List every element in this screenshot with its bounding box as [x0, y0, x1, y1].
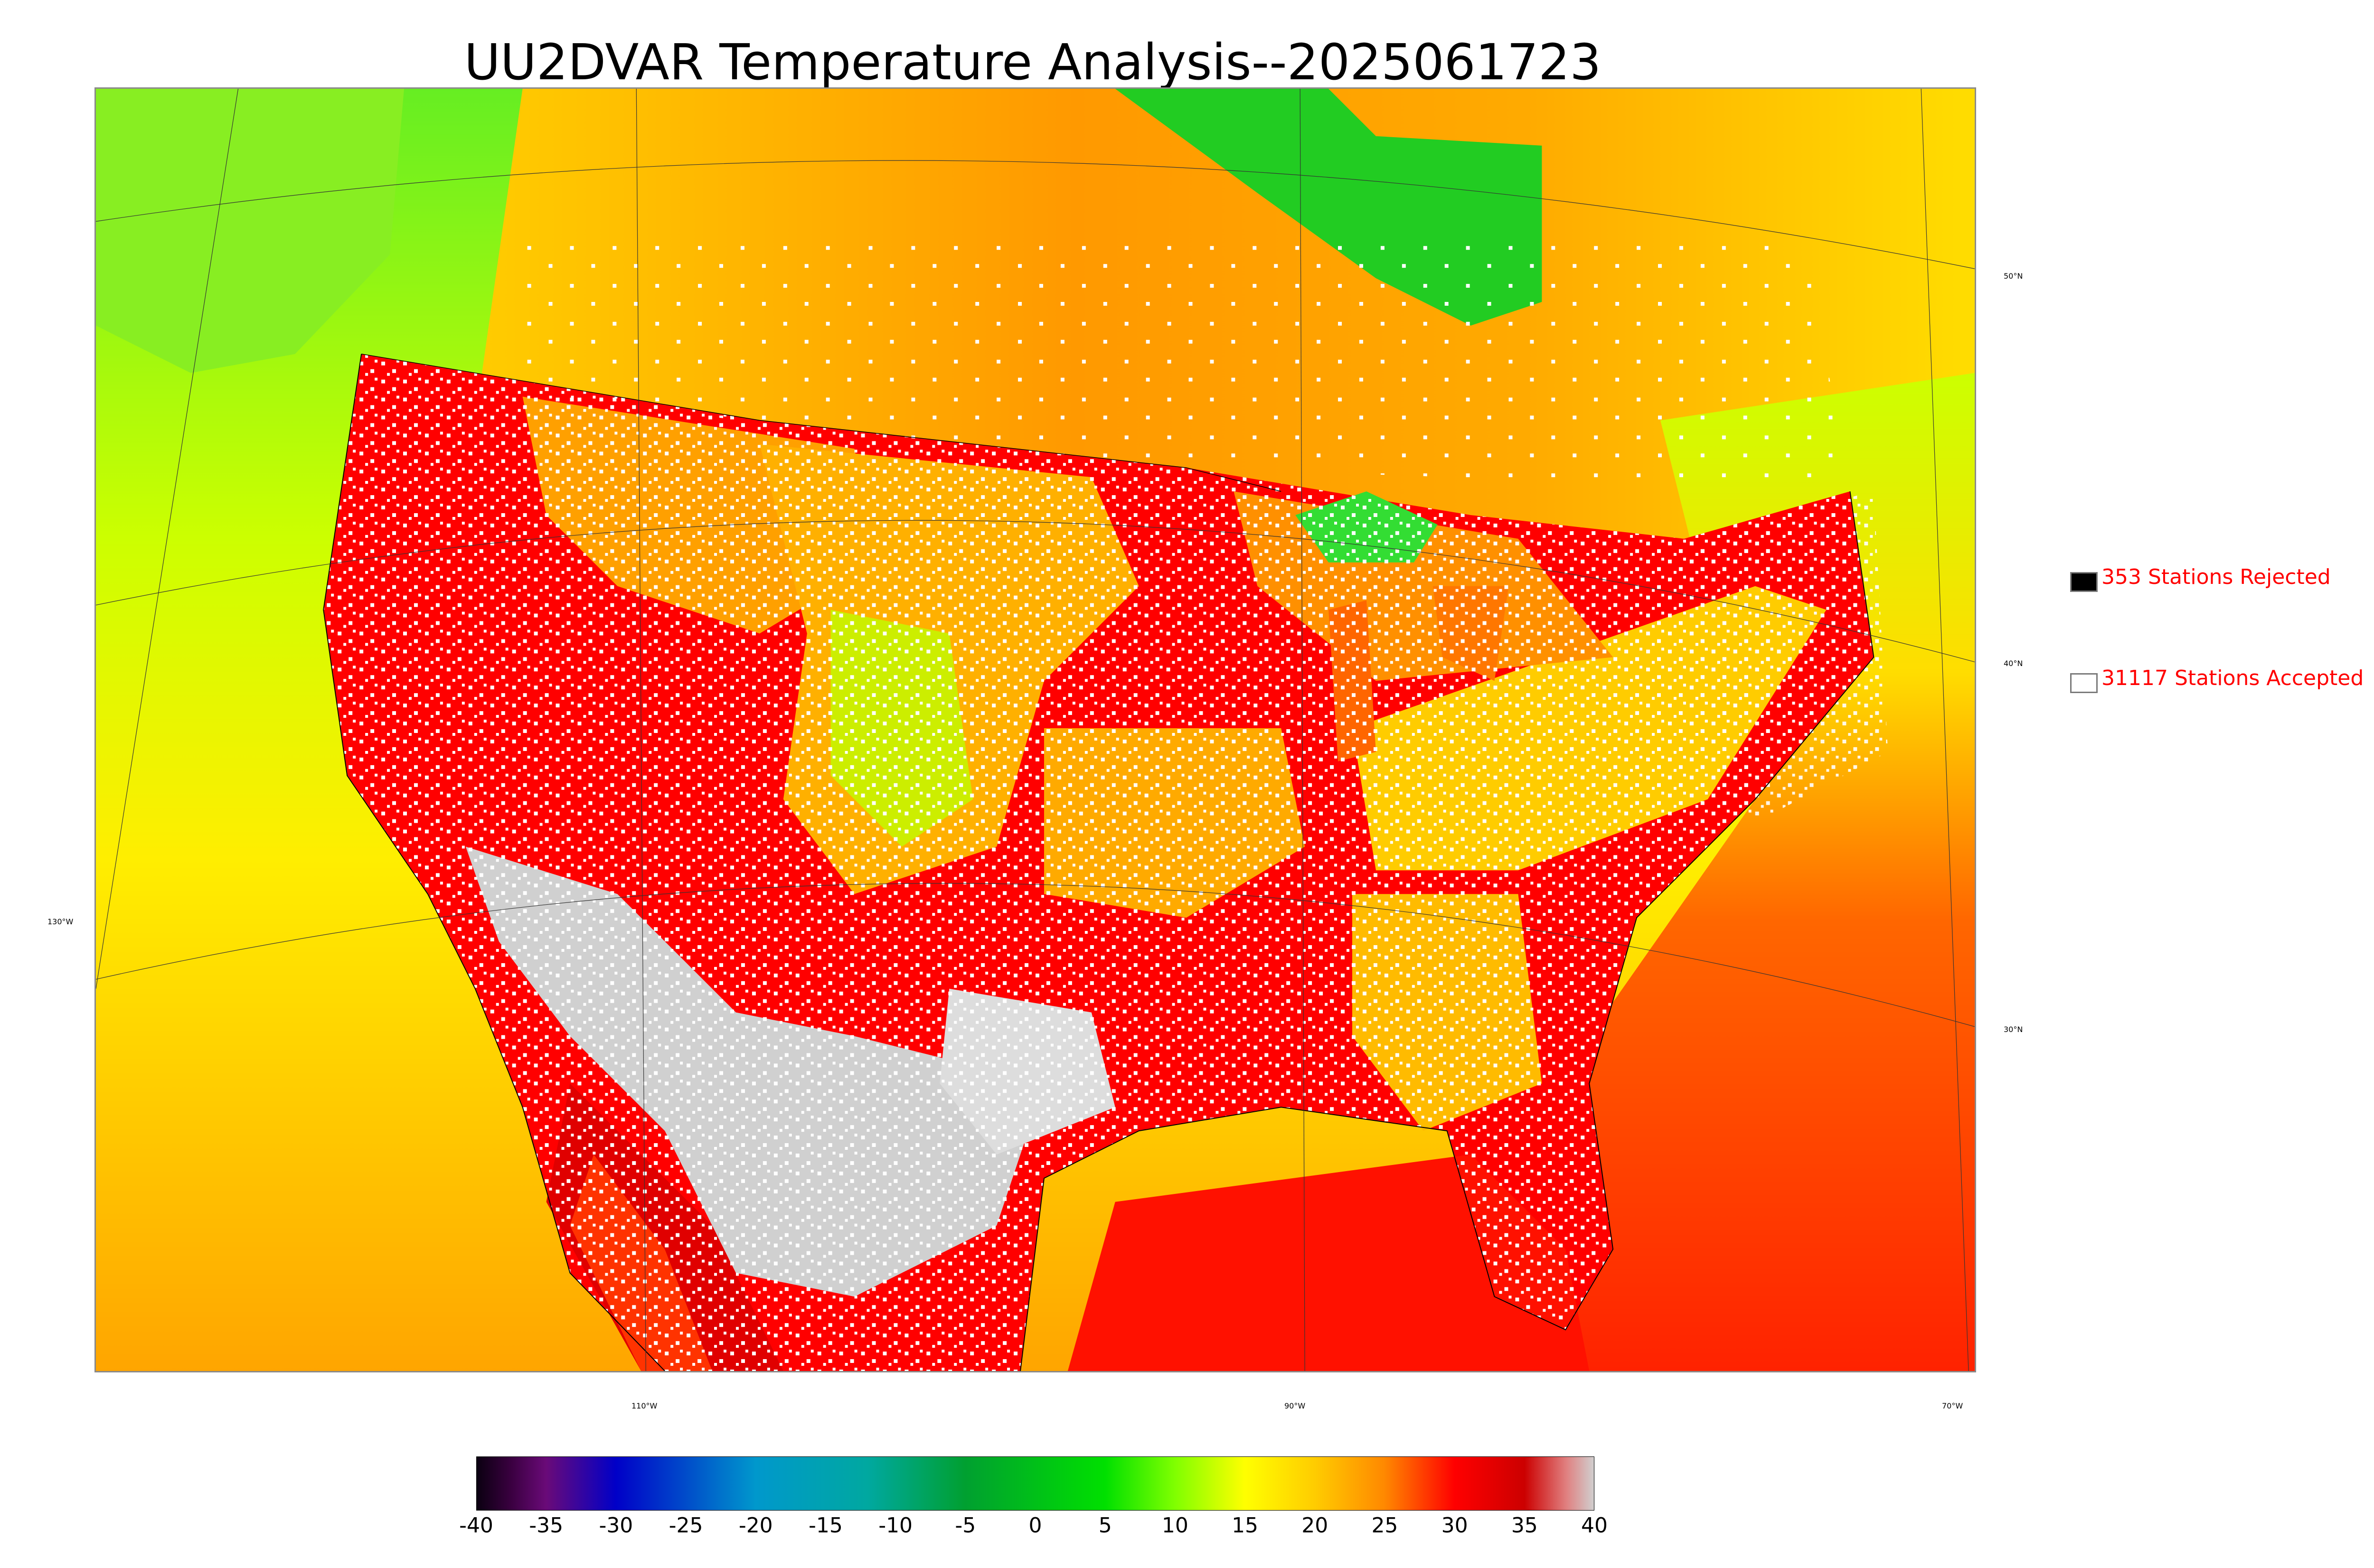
- temperature-map: [94, 87, 1976, 1372]
- colorbar-tick-label: -25: [669, 1513, 703, 1538]
- lon-label-110w: 110°W: [631, 1401, 658, 1410]
- colorbar-tick-label: -40: [459, 1513, 493, 1538]
- rejected-swatch: [2070, 572, 2098, 592]
- accepted-label: 31117 Stations Accepted: [2101, 666, 2364, 690]
- colorbar-tick-label: -15: [809, 1513, 843, 1538]
- map-title: UU2DVAR Temperature Analysis--2025061723: [464, 33, 1602, 91]
- temperature-colorbar: [476, 1456, 1594, 1511]
- colorbar-tick-label: -5: [955, 1513, 976, 1538]
- map-canvas: [96, 89, 1975, 1371]
- colorbar-tick-label: -10: [878, 1513, 913, 1538]
- colorbar-tick-label: 35: [1511, 1513, 1538, 1538]
- colorbar-tick-label: -35: [529, 1513, 564, 1538]
- colorbar-tick-label: 30: [1441, 1513, 1468, 1538]
- graticule: [96, 89, 1975, 1371]
- accepted-stations-layer: [323, 354, 1874, 1371]
- northwest-cool: [96, 89, 405, 373]
- colorbar-tick-label: 15: [1232, 1513, 1259, 1538]
- colorbar-gradient: [476, 1456, 1594, 1511]
- lat-label-50n: 50°N: [2004, 272, 2023, 281]
- colorbar-tick-label: 40: [1581, 1513, 1608, 1538]
- lon-label-130w: 130°W: [47, 917, 74, 926]
- colorbar-tick-label: -20: [738, 1513, 773, 1538]
- canada-stations-layer: [522, 231, 1850, 492]
- lon-label-70w: 70°W: [1942, 1401, 1963, 1410]
- colorbar-tick-label: 5: [1098, 1513, 1112, 1538]
- colorbar-tick-label: 20: [1301, 1513, 1328, 1538]
- lat-label-40n: 40°N: [2004, 659, 2023, 668]
- colorbar-tick-label: 0: [1028, 1513, 1042, 1538]
- rejected-label: 353 Stations Rejected: [2101, 565, 2331, 589]
- colorbar-tick-label: 25: [1371, 1513, 1398, 1538]
- colorbar-tick-label: 10: [1161, 1513, 1188, 1538]
- colorbar-tick-label: -30: [599, 1513, 633, 1538]
- accepted-swatch: [2070, 673, 2098, 693]
- lat-label-30n: 30°N: [2004, 1025, 2023, 1034]
- gulf-of-mexico: [1067, 1155, 1590, 1371]
- lon-label-90w: 90°W: [1284, 1401, 1306, 1410]
